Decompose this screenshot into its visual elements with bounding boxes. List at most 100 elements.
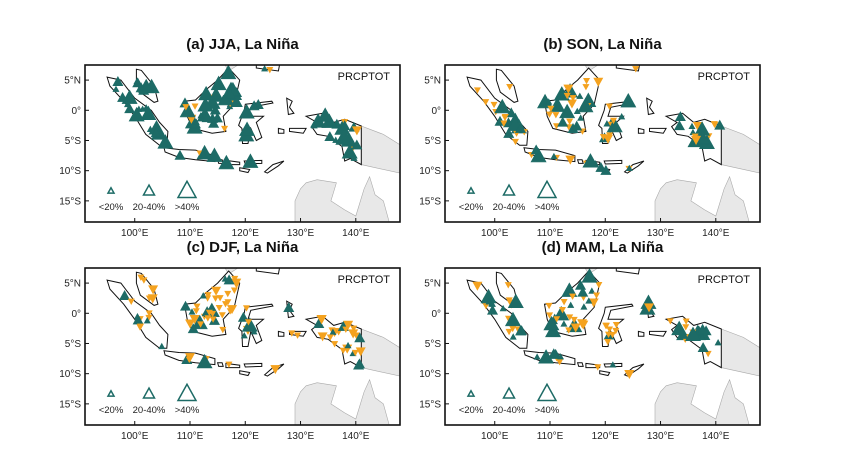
- land-grey: [654, 378, 750, 425]
- station-decrease: [606, 326, 614, 333]
- lat-label: 5°N: [64, 279, 81, 290]
- station-increase: [158, 342, 166, 350]
- station-increase: [211, 112, 223, 123]
- station-increase: [310, 122, 318, 129]
- lat-label: 10°S: [419, 166, 441, 177]
- lon-label: 100°E: [481, 431, 509, 442]
- station-decrease: [565, 155, 576, 165]
- station-decrease: [602, 322, 610, 330]
- station-increase: [595, 162, 607, 172]
- legend-label: 20-40%: [133, 202, 166, 213]
- station-decrease: [351, 126, 362, 136]
- map-body: [466, 65, 760, 222]
- station-decrease: [204, 315, 212, 322]
- station-increase: [324, 131, 336, 142]
- land: [646, 97, 655, 116]
- station-decrease: [331, 341, 339, 348]
- station-increase: [239, 121, 256, 136]
- station-decrease: [316, 314, 327, 324]
- station-decrease: [127, 298, 135, 305]
- land-grey: [721, 125, 760, 174]
- station-decrease: [610, 117, 618, 125]
- lon-label: 110°E: [537, 431, 564, 442]
- map-frame: [84, 267, 401, 426]
- station-increase: [588, 287, 596, 294]
- lon-label: 130°E: [647, 228, 675, 239]
- station-increase: [150, 127, 162, 138]
- land-grey: [294, 378, 390, 425]
- station-decrease: [608, 331, 617, 339]
- station-increase: [576, 92, 584, 99]
- station-decrease: [490, 101, 498, 109]
- legend: <20% 20-40% >40%: [459, 382, 560, 416]
- station-decrease: [185, 319, 196, 329]
- station-decrease: [140, 277, 148, 284]
- station-increase: [697, 323, 709, 334]
- station-decrease: [546, 312, 554, 319]
- station-increase: [543, 315, 560, 331]
- legend-label: >40%: [535, 202, 560, 213]
- map-panel: (a) JJA, La Niña PRCPTOT 5°N 0° 5°S 10°S 15°S 1…: [59, 36, 401, 239]
- station-decrease: [500, 120, 508, 127]
- station-increase: [283, 302, 295, 313]
- lat-label: 5°N: [424, 279, 441, 290]
- station-decrease: [563, 84, 574, 94]
- lon-label: 130°E: [287, 228, 315, 239]
- lat-label: 15°S: [59, 399, 81, 410]
- station-decrease: [506, 83, 514, 91]
- lat-label: 10°S: [419, 369, 441, 380]
- station-increase: [560, 320, 568, 327]
- legend: <20% 20-40% >40%: [459, 179, 560, 213]
- land: [576, 362, 584, 367]
- land: [216, 362, 224, 367]
- station-decrease: [482, 99, 490, 106]
- station-increase: [609, 361, 617, 368]
- station-decrease: [593, 77, 604, 87]
- station-increase: [223, 274, 235, 285]
- station-increase: [119, 290, 131, 300]
- land: [637, 127, 645, 134]
- station-decrease: [351, 349, 359, 357]
- lat-label: 5°S: [425, 136, 442, 147]
- station-increase: [196, 353, 213, 369]
- station-increase: [226, 102, 234, 110]
- station-decrease: [218, 312, 226, 319]
- station-increase: [577, 114, 585, 121]
- lat-label: 15°S: [419, 196, 441, 207]
- land: [599, 370, 611, 377]
- station-decrease: [266, 67, 274, 74]
- station-decrease: [473, 87, 481, 94]
- land-grey: [294, 175, 390, 222]
- station-decrease: [569, 95, 577, 102]
- station-decrease: [212, 295, 220, 302]
- legend-symbol: [466, 186, 476, 194]
- station-increase: [561, 282, 578, 297]
- station-increase: [197, 112, 205, 119]
- legend-label: >40%: [175, 405, 200, 416]
- station-increase: [224, 88, 236, 99]
- station-decrease: [553, 316, 561, 323]
- map-frame: [84, 64, 401, 223]
- station-decrease: [632, 66, 640, 73]
- land: [239, 167, 251, 174]
- legend-symbol: [536, 179, 558, 199]
- station-decrease: [342, 326, 350, 333]
- station-increase: [124, 103, 136, 114]
- station-increase: [618, 113, 626, 120]
- station-increase: [548, 348, 560, 359]
- station-increase: [581, 268, 598, 283]
- station-decrease: [612, 321, 620, 329]
- station-decrease: [348, 329, 359, 339]
- station-decrease: [270, 365, 281, 375]
- lon-label: 130°E: [287, 431, 315, 442]
- station-decrease: [560, 299, 568, 306]
- station-increase: [248, 100, 260, 111]
- station-increase: [197, 149, 209, 160]
- station-decrease: [243, 305, 251, 312]
- station-decrease: [137, 323, 145, 330]
- lon-label: 100°E: [121, 431, 149, 442]
- land-grey: [584, 65, 599, 72]
- station-decrease: [232, 282, 240, 289]
- station-increase: [674, 111, 686, 122]
- land: [289, 127, 307, 134]
